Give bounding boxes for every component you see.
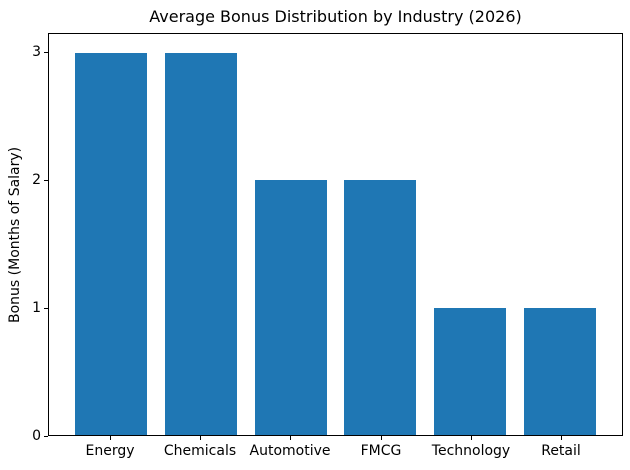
bar-technology — [434, 307, 507, 435]
x-tick-label-chemicals: Chemicals — [163, 443, 237, 459]
x-tick-label-energy: Energy — [85, 443, 135, 459]
x-tick-label-retail: Retail — [541, 443, 581, 459]
y-tick-label-3: 3 — [32, 44, 41, 60]
plot-area — [48, 33, 623, 436]
y-axis-label: Bonus (Months of Salary) — [7, 146, 23, 323]
bar-chemicals — [164, 53, 237, 435]
bar-automotive — [254, 180, 327, 435]
x-tick-mark-technology — [471, 436, 472, 440]
y-tick-label-1: 1 — [32, 300, 41, 316]
x-tick-mark-automotive — [290, 436, 291, 440]
y-tick-label-0: 0 — [32, 428, 41, 444]
bar-fmcg — [344, 180, 417, 435]
bar-energy — [75, 53, 147, 435]
x-tick-label-technology: Technology — [431, 443, 511, 459]
chart-title: Average Bonus Distribution by Industry (… — [149, 7, 522, 26]
y-tick-mark-0 — [44, 436, 48, 437]
x-tick-label-automotive: Automotive — [249, 443, 331, 459]
y-tick-label-2: 2 — [32, 172, 41, 188]
y-tick-mark-2 — [44, 180, 48, 181]
bar-retail — [524, 307, 596, 435]
y-tick-mark-1 — [44, 308, 48, 309]
x-tick-mark-fmcg — [381, 436, 382, 440]
x-tick-label-fmcg: FMCG — [360, 443, 402, 459]
x-tick-mark-retail — [561, 436, 562, 440]
y-tick-mark-3 — [44, 52, 48, 53]
x-tick-mark-energy — [110, 436, 111, 440]
x-tick-mark-chemicals — [200, 436, 201, 440]
